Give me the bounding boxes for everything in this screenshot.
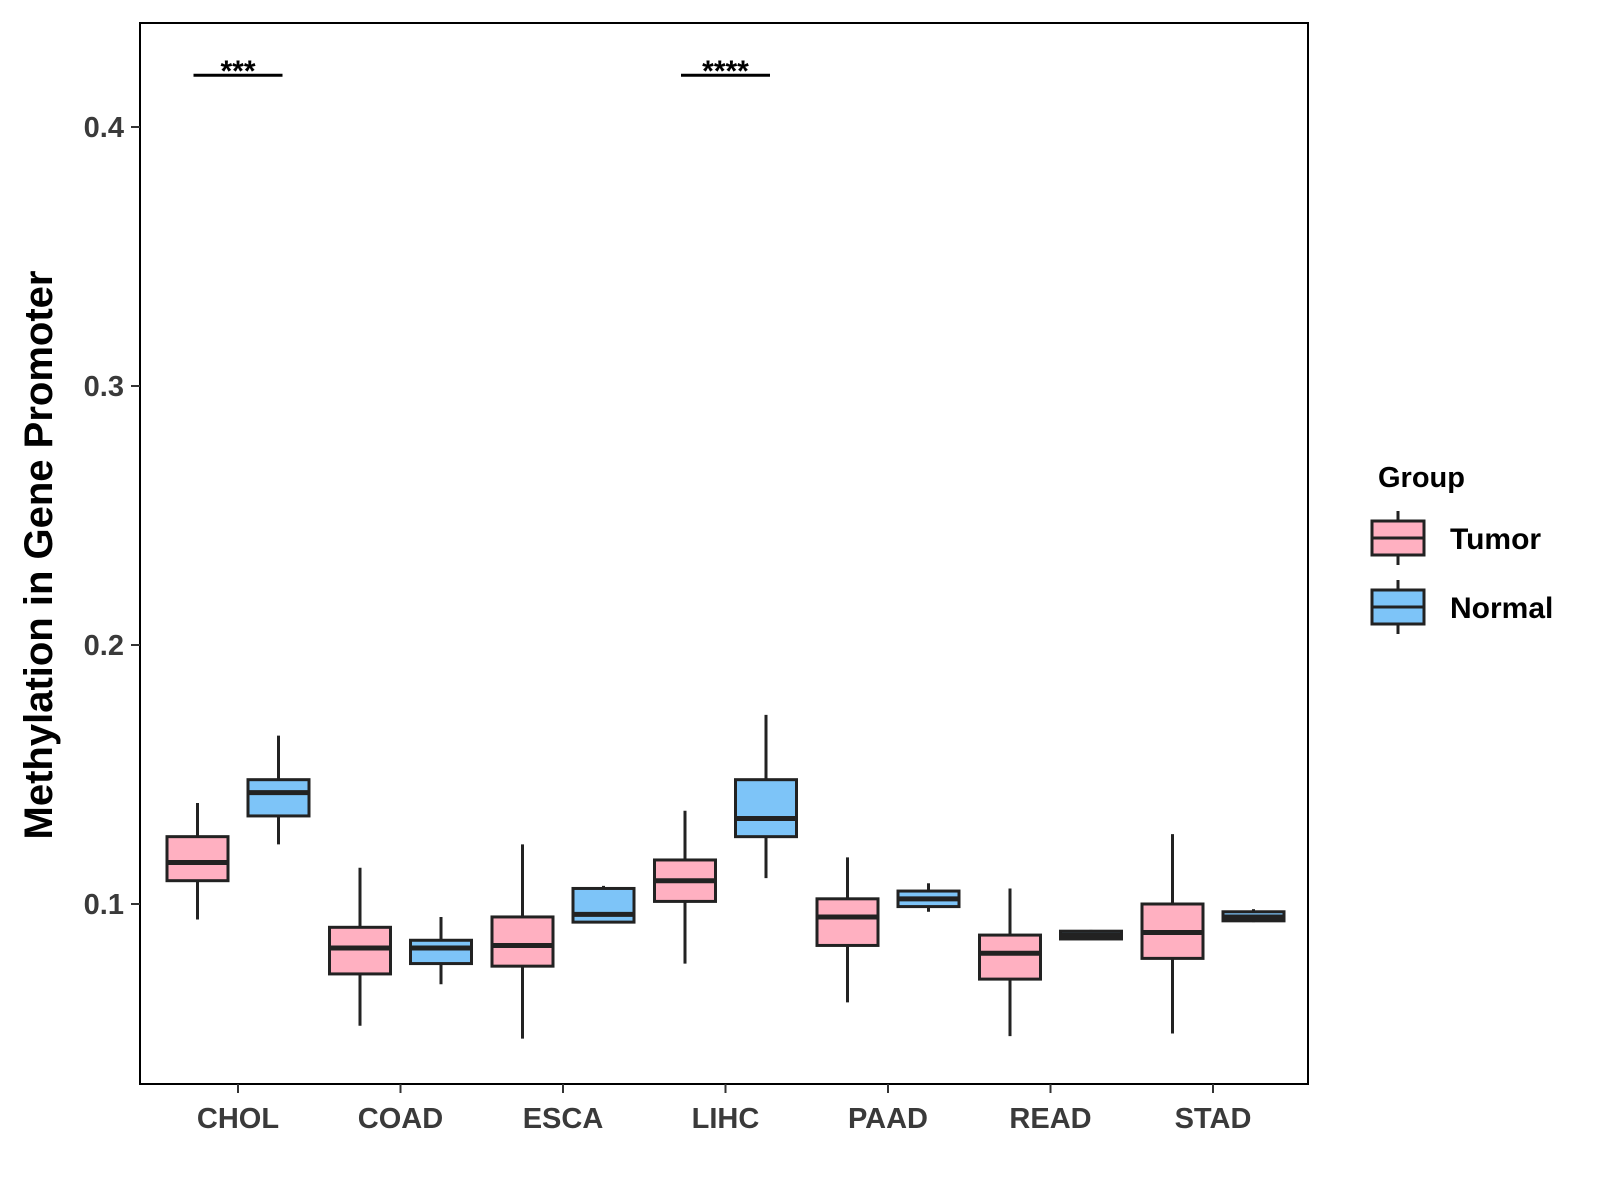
boxplot-series	[165, 714, 1286, 1039]
x-tick-label: CHOL	[197, 1103, 279, 1135]
significance-label: ***	[220, 55, 255, 88]
x-tick-label: LIHC	[692, 1103, 760, 1135]
box-tumor-paad	[815, 857, 880, 1003]
box-tumor-esca	[490, 844, 555, 1039]
box-iqr	[328, 925, 392, 976]
y-axis: 0.1 0.2 0.3 0.4	[84, 112, 140, 921]
plot-panel	[139, 22, 1309, 1085]
box-normal-esca	[571, 885, 636, 924]
y-tick-label: 0.2	[84, 630, 124, 662]
box-iqr	[978, 933, 1042, 981]
x-tick-label: PAAD	[848, 1103, 928, 1135]
legend-label: Normal	[1450, 592, 1553, 625]
box-iqr	[490, 915, 555, 968]
box-normal-paad	[896, 883, 961, 912]
box-normal-stad	[1221, 909, 1286, 923]
y-tick-label: 0.4	[84, 112, 124, 144]
x-tick-label: COAD	[358, 1103, 443, 1135]
box-normal-chol	[246, 735, 311, 845]
box-iqr	[734, 778, 798, 839]
x-tick-label: STAD	[1175, 1103, 1252, 1135]
y-tick-label: 0.3	[84, 371, 124, 403]
box-normal-coad	[409, 916, 473, 985]
significance-annotations: *** ****	[193, 55, 770, 88]
significance-label: ****	[702, 55, 749, 88]
box-normal-lihc	[734, 714, 798, 879]
box-iqr	[246, 778, 311, 818]
box-iqr	[409, 938, 473, 966]
x-axis: CHOL COAD ESCA LIHC PAAD READ STAD	[197, 1084, 1251, 1135]
legend-title: Group	[1378, 462, 1465, 494]
box-iqr	[571, 886, 636, 924]
x-tick-label: READ	[1009, 1103, 1091, 1135]
box-tumor-read	[978, 888, 1042, 1037]
box-iqr	[165, 835, 230, 883]
box-tumor-lihc	[653, 810, 717, 964]
legend-item-tumor: Tumor	[1370, 511, 1541, 565]
box-iqr	[815, 897, 880, 947]
box-tumor-stad	[1140, 834, 1205, 1034]
box-tumor-chol	[165, 802, 230, 920]
x-tick-label: ESCA	[523, 1103, 604, 1135]
y-tick-label: 0.1	[84, 889, 124, 921]
legend-item-normal: Normal	[1370, 580, 1553, 634]
legend-label: Tumor	[1450, 523, 1541, 556]
box-normal-read	[1059, 929, 1123, 941]
y-axis-title: Methylation in Gene Promoter	[17, 271, 61, 840]
legend: Group Tumor Normal	[1370, 462, 1553, 634]
box-tumor-coad	[328, 867, 392, 1026]
